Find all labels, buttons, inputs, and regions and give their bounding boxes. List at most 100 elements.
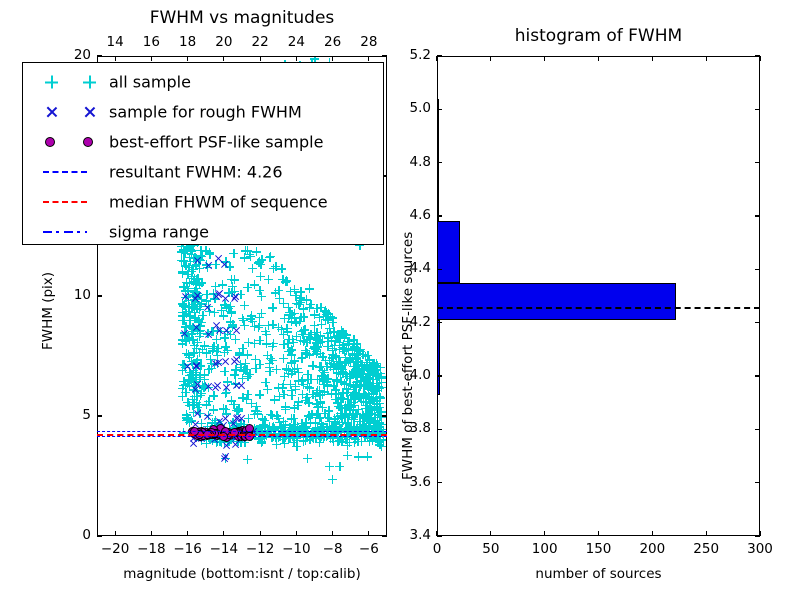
scatter-point	[202, 290, 212, 300]
scatter-point	[278, 329, 288, 339]
scatter-point	[191, 261, 201, 271]
scatter-point	[181, 387, 191, 397]
scatter-point	[193, 256, 202, 265]
scatter-point	[217, 280, 227, 290]
left-ytick-label: 0	[82, 527, 91, 543]
scatter-point	[183, 286, 193, 296]
scatter-point	[262, 329, 272, 339]
scatter-point	[310, 391, 320, 401]
scatter-point	[324, 413, 334, 423]
scatter-point	[319, 367, 329, 377]
scatter-point	[319, 375, 329, 385]
scatter-plot-area	[97, 55, 387, 537]
scatter-point	[260, 326, 270, 336]
scatter-point	[234, 347, 244, 357]
axis-tick	[187, 56, 189, 61]
scatter-point	[266, 410, 276, 420]
histogram-plot-area	[436, 55, 761, 537]
scatter-point	[354, 346, 364, 356]
scatter-point	[185, 321, 195, 331]
scatter-point	[291, 298, 301, 308]
scatter-point	[183, 362, 192, 371]
scatter-point	[364, 358, 374, 368]
scatter-point	[189, 399, 199, 409]
scatter-point	[369, 384, 379, 394]
scatter-point	[238, 343, 248, 353]
scatter-point	[283, 338, 293, 348]
scatter-point	[245, 249, 255, 259]
scatter-point	[220, 333, 230, 343]
scatter-point	[315, 390, 325, 400]
scatter-point	[279, 389, 289, 399]
left-ytick-label: 20	[73, 47, 91, 63]
scatter-point	[347, 369, 357, 379]
scatter-point	[301, 348, 311, 358]
axis-tick	[437, 375, 442, 377]
scatter-point	[222, 383, 231, 392]
scatter-point	[315, 386, 325, 396]
scatter-point	[183, 414, 193, 424]
scatter-point	[249, 280, 259, 290]
scatter-point	[257, 255, 267, 265]
scatter-point	[323, 333, 333, 343]
scatter-point	[195, 347, 205, 357]
left-xtick-label-top: 20	[215, 34, 233, 50]
scatter-point	[193, 337, 203, 347]
scatter-point	[195, 263, 205, 273]
scatter-point	[182, 348, 192, 358]
axis-tick	[755, 215, 760, 217]
axis-tick	[382, 535, 387, 537]
scatter-point	[331, 375, 341, 385]
scatter-point	[272, 364, 282, 374]
scatter-point	[184, 301, 194, 311]
scatter-point	[330, 361, 340, 371]
scatter-point	[327, 353, 337, 363]
scatter-point	[188, 394, 197, 404]
scatter-point	[314, 363, 324, 373]
scatter-point	[376, 373, 386, 383]
axis-tick	[382, 295, 387, 297]
scatter-point	[242, 350, 252, 360]
scatter-point	[229, 399, 239, 409]
scatter-point	[196, 419, 206, 429]
scatter-point	[226, 308, 236, 318]
scatter-point	[302, 349, 312, 359]
scatter-point	[239, 301, 249, 311]
scatter-point	[237, 381, 246, 390]
scatter-point	[303, 369, 313, 379]
axis-tick	[295, 56, 297, 61]
scatter-point	[318, 311, 328, 321]
scatter-point	[238, 373, 248, 383]
scatter-point	[268, 264, 278, 274]
scatter-point	[342, 372, 352, 382]
scatter-point	[328, 318, 338, 328]
scatter-point	[196, 299, 206, 309]
right-ytick-label: 4.6	[409, 207, 431, 223]
scatter-point	[221, 388, 231, 398]
scatter-point	[178, 380, 188, 390]
reference-line	[97, 434, 387, 436]
scatter-point	[183, 262, 193, 272]
right-ytick-label: 5.0	[409, 100, 431, 117]
scatter-point	[280, 402, 290, 412]
scatter-point	[203, 412, 212, 421]
scatter-point	[212, 350, 222, 360]
scatter-point	[254, 258, 264, 268]
scatter-point	[288, 338, 298, 347]
scatter-point	[196, 361, 206, 371]
scatter-point	[344, 336, 354, 346]
scatter-point	[251, 406, 261, 416]
scatter-point	[236, 362, 246, 372]
axis-tick	[437, 535, 442, 537]
right-xtick-label: 150	[585, 541, 612, 557]
scatter-point	[270, 288, 280, 298]
scatter-point	[193, 380, 202, 389]
scatter-point	[181, 309, 191, 319]
scatter-point	[211, 346, 221, 356]
scatter-point	[248, 263, 258, 273]
scatter-point	[197, 388, 207, 398]
axis-tick	[651, 56, 653, 61]
scatter-point	[261, 377, 271, 387]
scatter-point	[296, 287, 306, 297]
scatter-point	[238, 313, 248, 323]
